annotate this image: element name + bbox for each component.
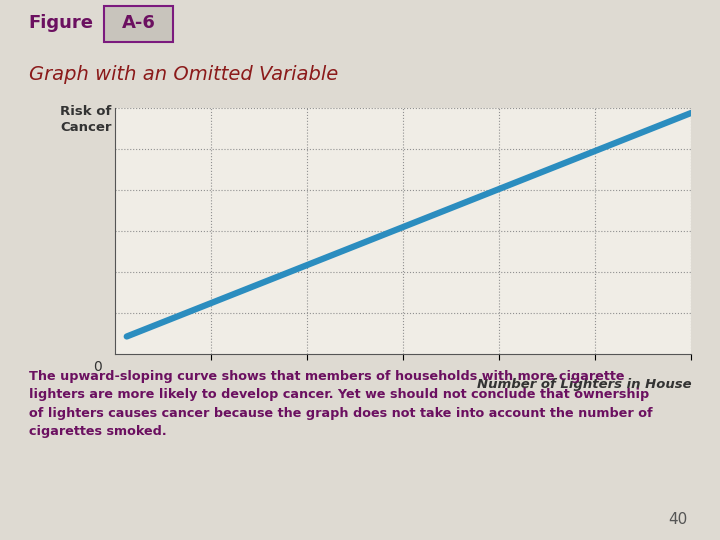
Text: Risk of
Cancer: Risk of Cancer <box>60 105 112 134</box>
Text: Graph with an Omitted Variable: Graph with an Omitted Variable <box>29 65 338 84</box>
Text: The upward-sloping curve shows that members of households with more cigarette
li: The upward-sloping curve shows that memb… <box>29 370 652 438</box>
Text: 0: 0 <box>94 360 102 374</box>
Text: Number of Lighters in House: Number of Lighters in House <box>477 378 691 391</box>
Text: 40: 40 <box>668 511 688 526</box>
Text: Figure: Figure <box>29 14 94 32</box>
FancyBboxPatch shape <box>104 6 173 42</box>
Text: A-6: A-6 <box>122 14 156 32</box>
